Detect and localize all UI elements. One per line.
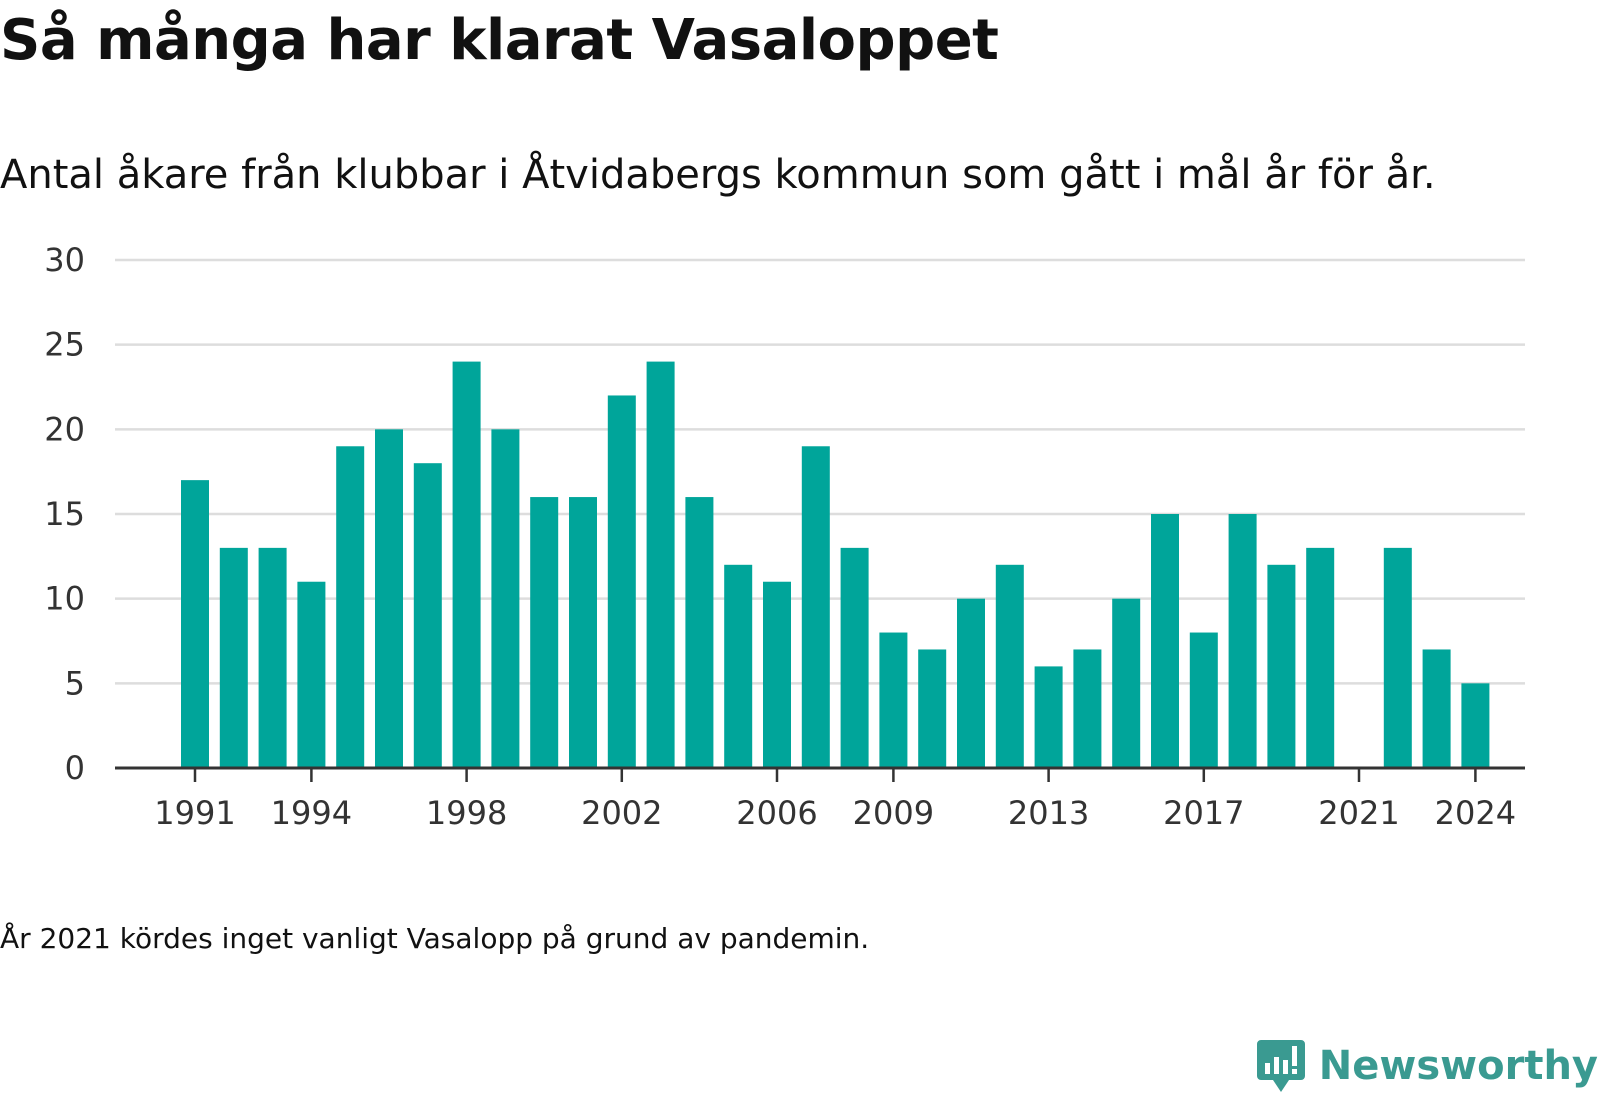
bar-2002 bbox=[607, 395, 636, 768]
y-tick-label: 25 bbox=[44, 326, 85, 364]
bar-2006 bbox=[763, 581, 791, 768]
bar-1998 bbox=[452, 361, 481, 768]
bar-1991 bbox=[181, 480, 209, 768]
x-tick-label: 1994 bbox=[271, 794, 352, 832]
x-tick-label: 2006 bbox=[736, 794, 817, 832]
bar-2011 bbox=[957, 598, 985, 768]
y-tick-label: 0 bbox=[65, 749, 85, 787]
bar-2007 bbox=[801, 446, 830, 768]
x-tick-label: 2017 bbox=[1163, 794, 1244, 832]
bar-2001 bbox=[569, 497, 597, 768]
y-tick-label: 20 bbox=[44, 410, 85, 448]
y-tick-label: 15 bbox=[44, 495, 85, 533]
bar-1997 bbox=[413, 463, 442, 768]
y-tick-label: 10 bbox=[44, 580, 85, 618]
bar-2022 bbox=[1383, 547, 1412, 768]
bar-2009 bbox=[879, 632, 908, 768]
bar-2010 bbox=[918, 649, 947, 768]
x-tick-label: 2009 bbox=[853, 794, 934, 832]
bar-2023 bbox=[1422, 649, 1451, 768]
bar-1996 bbox=[375, 429, 403, 768]
x-tick-label: 1998 bbox=[426, 794, 507, 832]
bar-2008 bbox=[840, 547, 869, 768]
bar-2017 bbox=[1189, 632, 1218, 768]
brand-name: Newsworthy bbox=[1318, 1043, 1598, 1089]
bar-1994 bbox=[297, 581, 326, 768]
bar-1993 bbox=[258, 547, 287, 768]
bar-2003 bbox=[646, 361, 675, 768]
x-tick-label: 2013 bbox=[1008, 794, 1089, 832]
y-tick-label: 30 bbox=[44, 241, 85, 279]
y-tick-label: 5 bbox=[65, 664, 85, 702]
newsworthy-logo-icon bbox=[1256, 1040, 1305, 1092]
bar-2018 bbox=[1228, 514, 1257, 768]
x-tick-label: 2021 bbox=[1318, 794, 1399, 832]
bar-2004 bbox=[685, 497, 714, 768]
x-tick-label: 2002 bbox=[581, 794, 662, 832]
bar-2013 bbox=[1034, 666, 1063, 768]
bar-2024 bbox=[1461, 683, 1490, 768]
x-tick-label: 2024 bbox=[1435, 794, 1516, 832]
bar-2000 bbox=[530, 497, 559, 768]
chart-title: Så många har klarat Vasaloppet bbox=[0, 8, 999, 73]
bar-1995 bbox=[336, 446, 365, 768]
bar-2016 bbox=[1151, 514, 1179, 768]
bar-chart: 0 5 10 15 20 25 30 1991 1994 1998 2002 2006 2009 2013… bbox=[44, 241, 1525, 832]
bar-1992 bbox=[219, 547, 248, 768]
bar-2019 bbox=[1267, 564, 1296, 768]
bar-2014 bbox=[1073, 649, 1102, 768]
bar-2020 bbox=[1306, 547, 1335, 768]
bar-2005 bbox=[724, 564, 753, 768]
bar-2012 bbox=[995, 564, 1024, 768]
chart-footnote: År 2021 kördes inget vanligt Vasalopp på… bbox=[0, 922, 870, 955]
x-tick-label: 1991 bbox=[154, 794, 235, 832]
bar-2015 bbox=[1112, 598, 1141, 768]
bar-1999 bbox=[491, 429, 520, 768]
brand: Newsworthy bbox=[1255, 1036, 1598, 1096]
chart-subtitle: Antal åkare från klubbar i Åtvidabergs k… bbox=[0, 152, 1436, 198]
